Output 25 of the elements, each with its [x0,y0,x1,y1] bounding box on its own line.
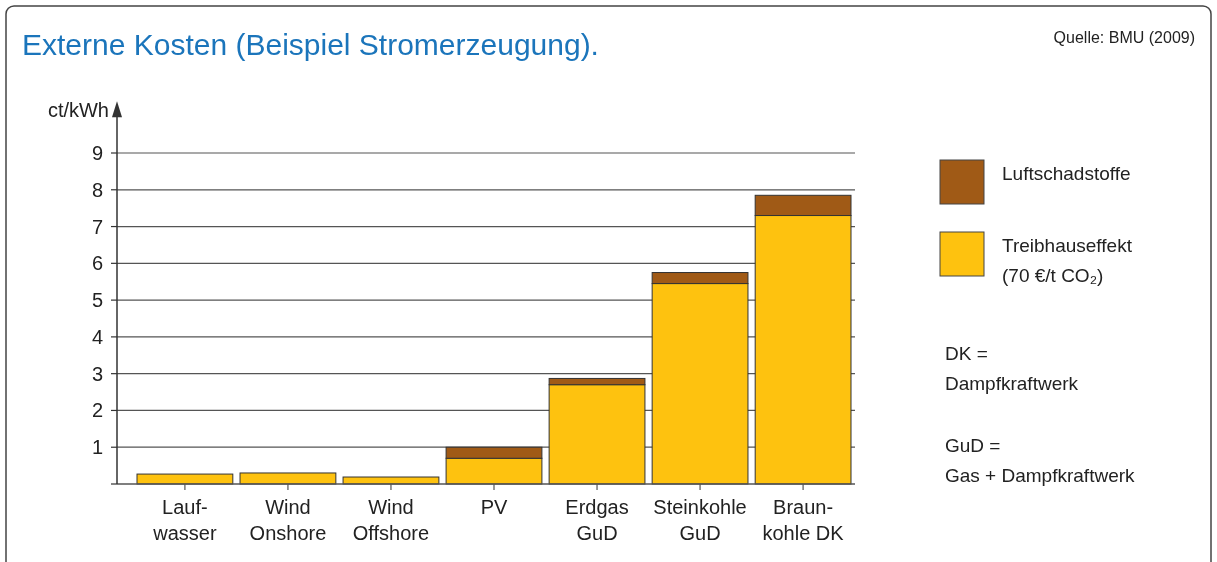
y-tick-label: 2 [91,399,103,422]
legend-label: Luftschadstoffe [1002,163,1131,184]
chart-title: Externe Kosten (Beispiel Stromerzeugung). [22,28,599,61]
bar [239,472,337,485]
x-tick-label: Steinkohle GuD [653,496,747,544]
y-axis-title: ct/kWh [47,99,109,122]
text: DK = Dampfkraftwerk [945,343,1079,394]
y-tick-label: 8 [91,178,103,201]
bar [136,473,234,485]
x-tick-label: Lauf- wasser [152,496,217,544]
x-tick-label: Braun- kohle DK [762,496,845,544]
x-tick-label: PV [480,496,508,518]
y-tick-label: 4 [91,325,103,348]
source-note: Quelle: BMU (2009) [1053,29,1195,46]
y-tick-label: 7 [91,215,103,238]
y-tick-label: 3 [91,362,103,385]
x-tick-label: Wind Offshore [352,496,430,544]
y-tick-label: 1 [91,436,103,459]
legend-label: Treibhauseffekt (70 €/t CO₂) [1002,235,1133,286]
text: GuD = Gas + Dampfkraftwerk [945,435,1136,486]
y-tick-label: 5 [91,289,103,312]
x-tick-label: Erdgas GuD [565,496,629,544]
x-tick-label: Wind Onshore [249,496,327,544]
y-tick-label: 9 [91,142,103,164]
y-tick-label: 6 [91,252,103,275]
